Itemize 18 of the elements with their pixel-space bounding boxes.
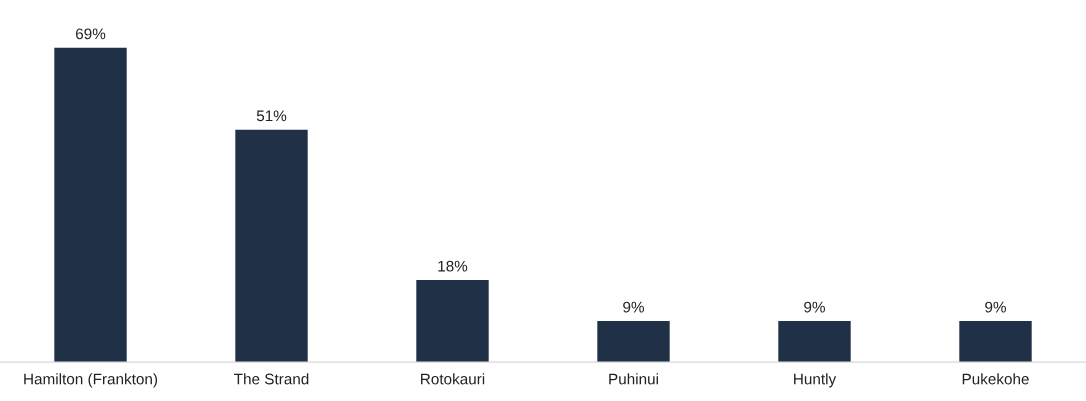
- x-tick-label: Hamilton (Frankton): [24, 373, 158, 388]
- data-label: 51%: [256, 110, 287, 122]
- bar: [235, 129, 308, 363]
- data-label: 9%: [804, 301, 825, 313]
- x-tick-label: Huntly: [794, 373, 837, 388]
- x-tick-label: Pukekohe: [962, 373, 1029, 385]
- bar: [416, 280, 489, 363]
- bar: [959, 321, 1032, 363]
- x-tick-label: The Strand: [234, 373, 309, 385]
- data-label: 69%: [75, 28, 106, 40]
- data-label: 9%: [623, 301, 644, 313]
- data-label: 18%: [438, 260, 468, 272]
- bar: [597, 321, 670, 363]
- data-label: 9%: [985, 301, 1006, 313]
- bar: [778, 321, 851, 363]
- x-tick-label: Puhinui: [609, 373, 658, 385]
- x-tick-label: Rotokauri: [421, 373, 485, 385]
- bar: [54, 47, 127, 363]
